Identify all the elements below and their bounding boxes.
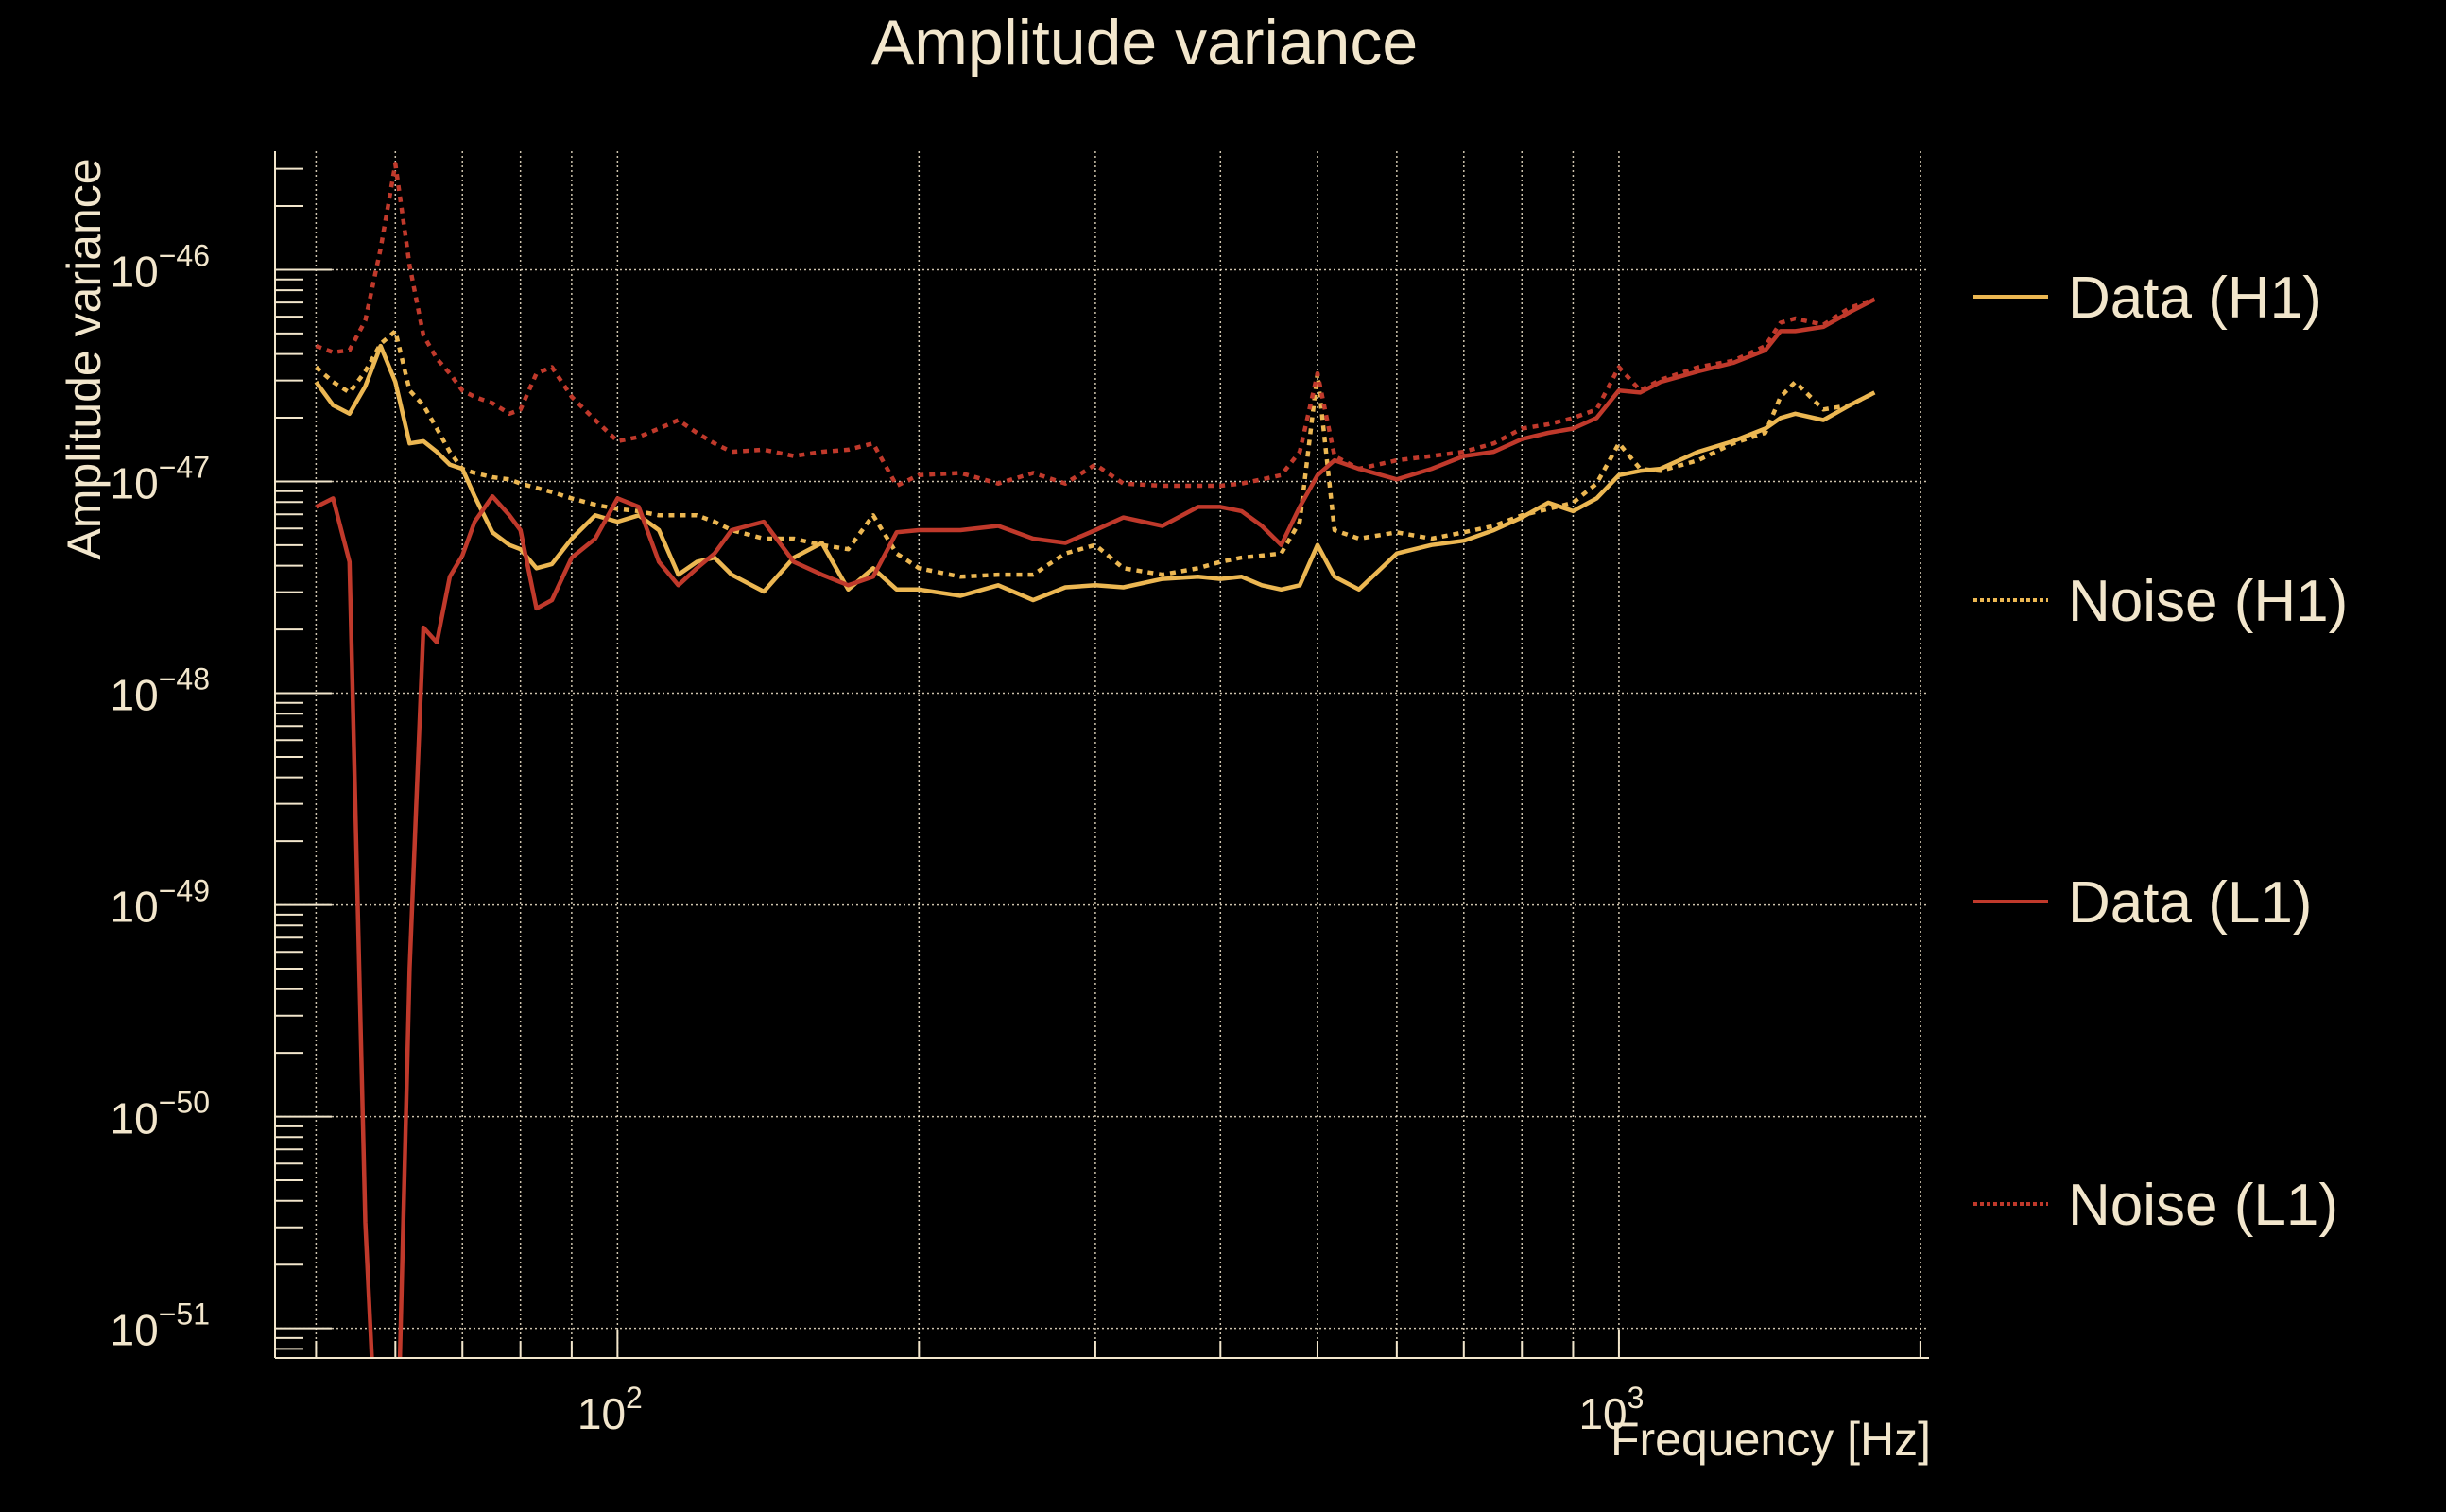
y-tick-label: 10−46 [111,238,210,296]
series-lines [314,162,1876,1358]
x-tick-label: 103 [1578,1381,1644,1438]
chart-title: Amplitude variance [871,7,1418,78]
y-tick-label: 10−48 [111,662,210,720]
y-tick-label: 10−50 [111,1086,210,1143]
legend-label: Data (H1) [2068,266,2322,331]
series-line-data-l1 [315,297,1876,1358]
axis-ticks [275,167,1921,1358]
axes: 10−46 10−47 10−48 10−49 10−50 10−51 102 103 [111,151,1929,1438]
grid [275,151,1929,1358]
x-tick-label: 102 [577,1381,643,1438]
x-axis-label: Frequency [Hz] [1611,1413,1931,1466]
legend-label: Noise (L1) [2068,1173,2338,1238]
y-axis-label: Amplitude variance [58,158,111,559]
series-line-data-h1 [314,343,1876,603]
y-tick-label: 10−49 [111,874,210,932]
y-tick-label: 10−47 [111,450,210,507]
legend-label: Data (L1) [2068,870,2312,936]
series-line-noise-h1 [314,329,1876,579]
legend: Data (H1) Noise (H1) Data (L1) Noise (L1) [1973,266,2348,1238]
legend-label: Noise (H1) [2068,569,2348,634]
y-tick-label: 10−51 [111,1297,210,1355]
series-line-noise-l1 [315,162,1876,489]
